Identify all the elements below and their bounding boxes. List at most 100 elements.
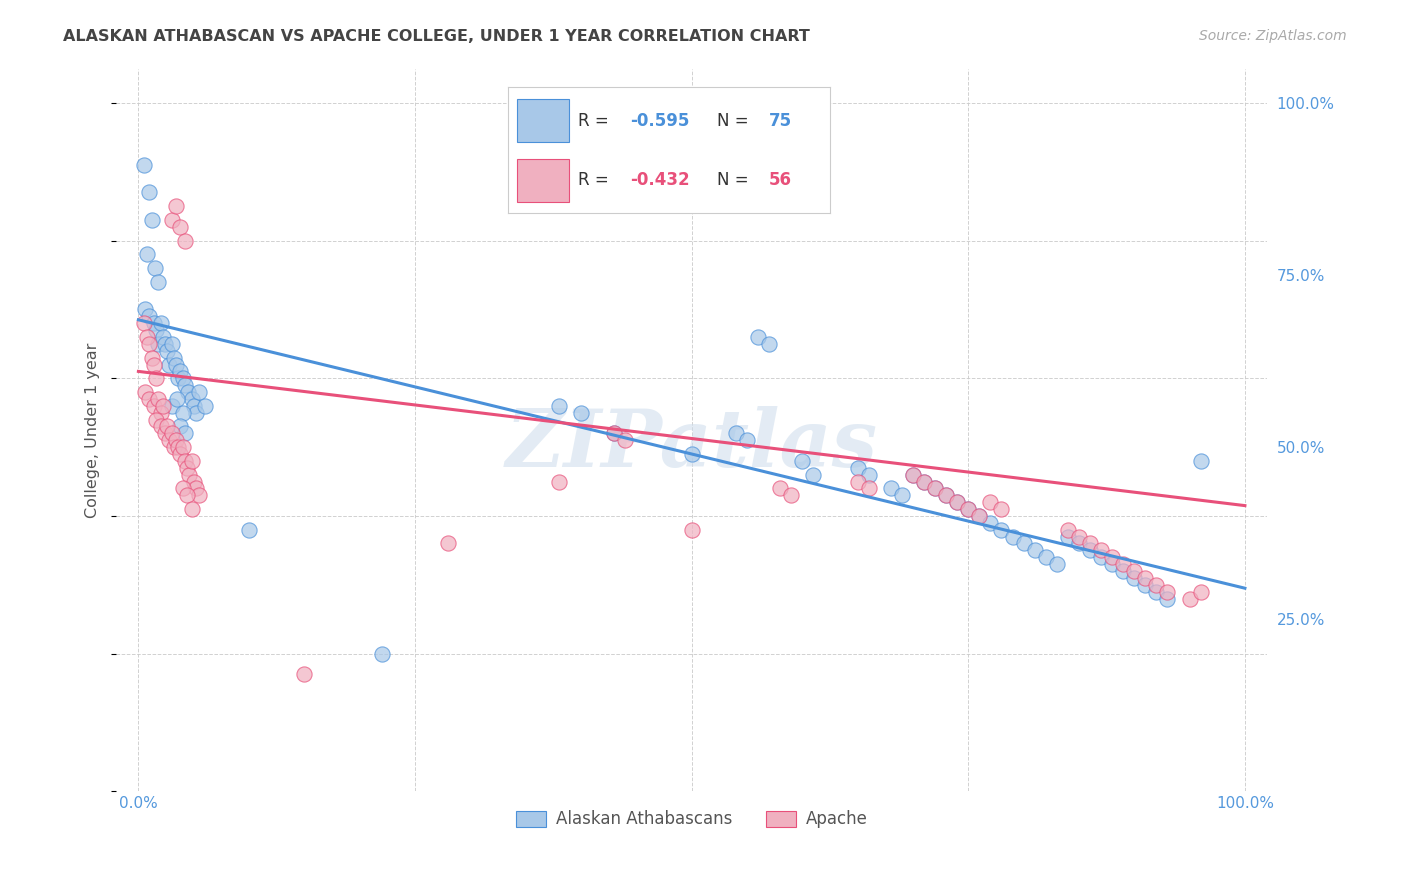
Point [1057, 530, 1080, 544]
Point [173, 378, 195, 392]
Point [142, 358, 165, 372]
Point [547, 475, 569, 489]
Point [1189, 584, 1212, 599]
Point [846, 475, 869, 489]
Point [183, 475, 205, 489]
Point [169, 364, 191, 378]
Point [141, 213, 163, 227]
Point [1035, 550, 1057, 565]
Point [173, 234, 195, 248]
Point [1090, 543, 1112, 558]
Point [1067, 536, 1090, 550]
Point [969, 508, 991, 523]
Point [172, 440, 194, 454]
Point [846, 460, 869, 475]
Point [1101, 550, 1123, 565]
Point [890, 488, 912, 502]
Point [238, 523, 260, 537]
Point [153, 426, 176, 441]
Point [148, 392, 170, 406]
Point [912, 475, 935, 489]
Point [169, 219, 191, 234]
Point [769, 482, 792, 496]
Point [152, 399, 174, 413]
Point [183, 399, 205, 413]
Point [136, 247, 159, 261]
Point [990, 523, 1012, 537]
Point [142, 399, 165, 413]
Point [134, 302, 156, 317]
Point [912, 475, 935, 489]
Point [747, 330, 769, 344]
Point [176, 460, 198, 475]
Point [138, 310, 160, 324]
Point [142, 316, 165, 330]
Text: ZIPatlas: ZIPatlas [506, 406, 877, 483]
Point [169, 419, 191, 434]
Point [547, 399, 569, 413]
Point [149, 406, 172, 420]
Point [1156, 591, 1178, 606]
Point [1067, 530, 1090, 544]
Point [1189, 454, 1212, 468]
Point [148, 336, 170, 351]
Point [901, 467, 924, 482]
Point [163, 351, 186, 365]
Point [801, 467, 824, 482]
Point [1078, 536, 1101, 550]
Point [1135, 571, 1157, 585]
Point [188, 488, 211, 502]
Point [1144, 578, 1167, 592]
Point [177, 385, 200, 400]
Point [160, 213, 183, 227]
Point [167, 371, 190, 385]
Point [979, 495, 1001, 509]
Point [603, 426, 626, 441]
Point [1101, 557, 1123, 571]
Point [179, 467, 201, 482]
Point [166, 392, 188, 406]
Point [1024, 543, 1046, 558]
Point [1057, 523, 1080, 537]
Point [157, 358, 180, 372]
Point [1001, 530, 1024, 544]
Point [134, 385, 156, 400]
Point [724, 426, 747, 441]
Point [924, 482, 946, 496]
Point [935, 488, 957, 502]
Point [149, 316, 172, 330]
Point [138, 336, 160, 351]
Point [160, 336, 183, 351]
Point [165, 434, 187, 448]
Point [132, 316, 155, 330]
Point [172, 371, 194, 385]
Point [172, 482, 194, 496]
Point [1012, 536, 1035, 550]
Point [132, 158, 155, 172]
Point [160, 399, 183, 413]
Point [946, 495, 969, 509]
Point [180, 502, 202, 516]
Point [160, 426, 183, 441]
Point [1090, 550, 1112, 565]
Point [1046, 557, 1069, 571]
Point [173, 426, 195, 441]
Point [880, 482, 903, 496]
Point [1135, 578, 1157, 592]
Point [792, 454, 814, 468]
Point [184, 482, 207, 496]
Point [180, 454, 202, 468]
Point [569, 406, 592, 420]
Y-axis label: College, Under 1 year: College, Under 1 year [86, 343, 100, 517]
Point [1112, 557, 1135, 571]
Point [935, 488, 957, 502]
Point [165, 199, 187, 213]
Point [163, 440, 186, 454]
Point [156, 419, 179, 434]
Point [145, 371, 167, 385]
Point [156, 343, 179, 358]
Point [758, 336, 780, 351]
Point [681, 523, 703, 537]
Point [141, 351, 163, 365]
Point [371, 647, 394, 661]
